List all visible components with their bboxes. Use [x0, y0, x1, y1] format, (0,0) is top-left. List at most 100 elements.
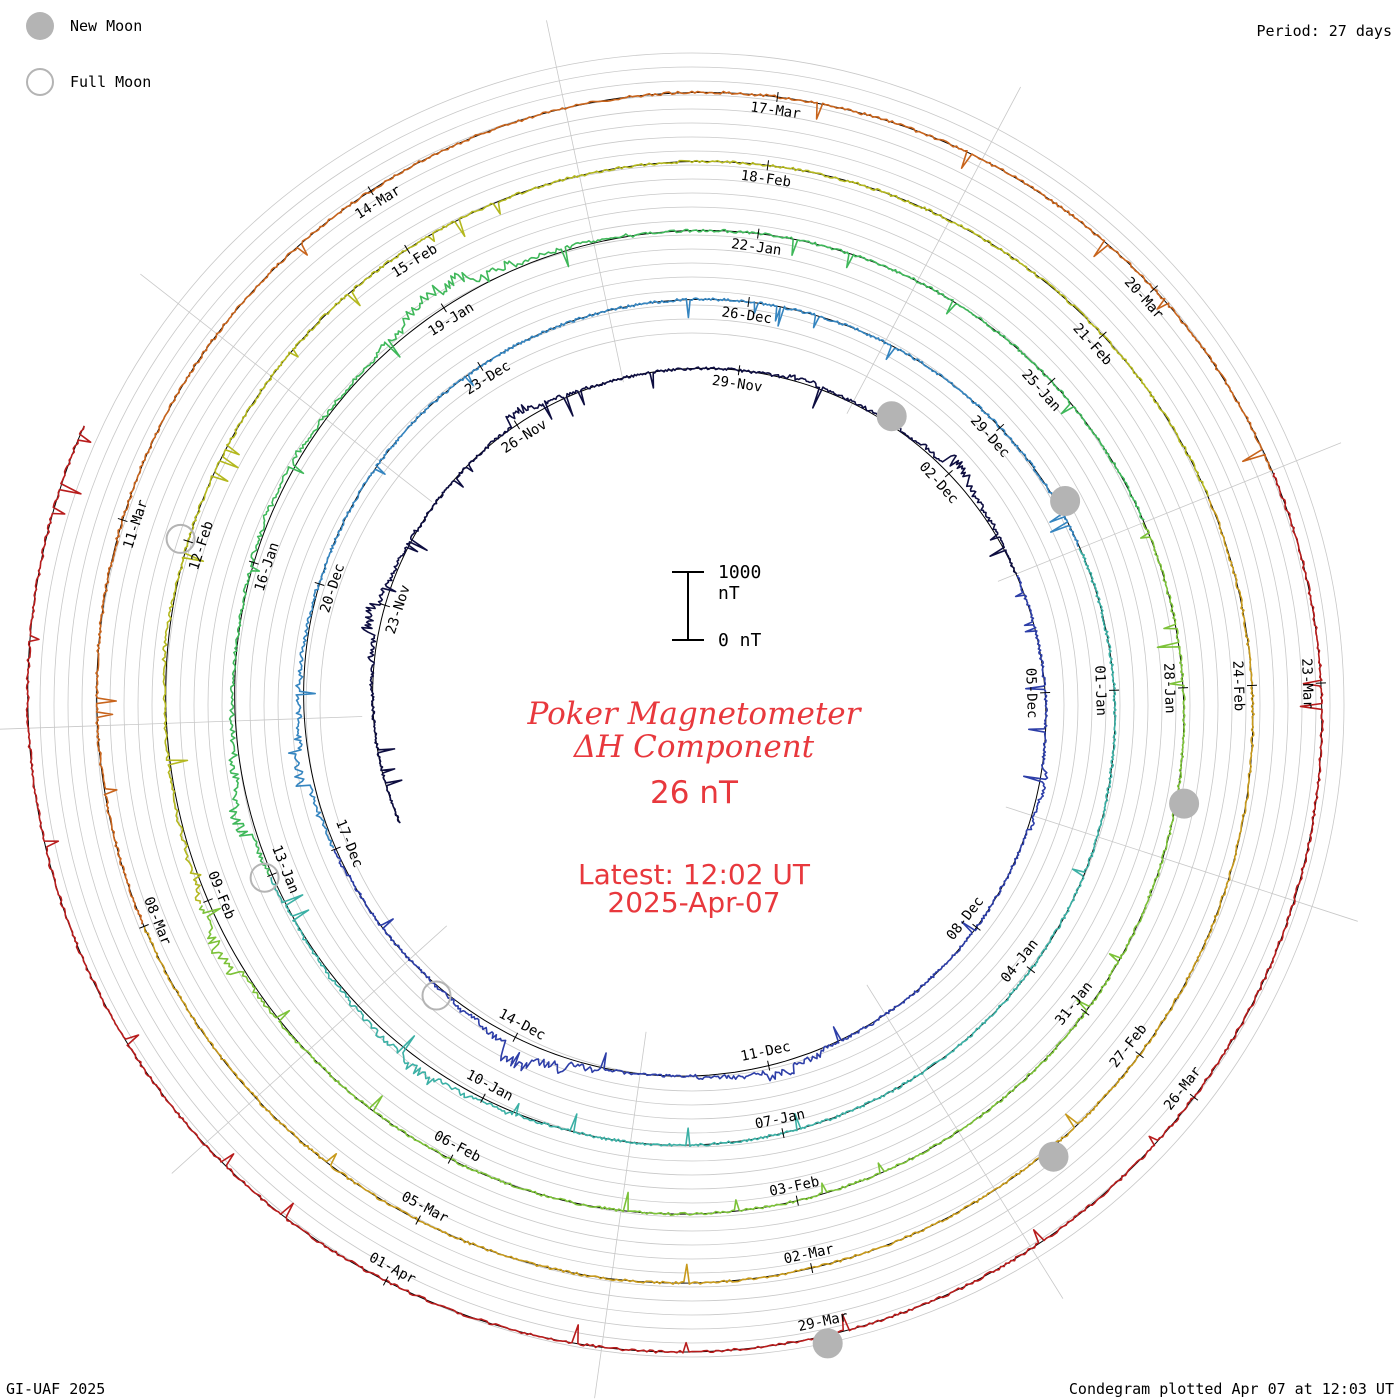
day-spoke [846, 86, 1021, 414]
current-value: 26 nT [650, 775, 738, 811]
scale-bar-icon [672, 571, 704, 641]
latest-date: 2025-Apr-07 [607, 886, 781, 919]
date-label: 05-Mar [399, 1189, 451, 1227]
trace-segment [361, 366, 1018, 824]
date-label: 15-Feb [389, 241, 440, 281]
date-label: 17-Mar [749, 99, 801, 122]
date-tick [1189, 1093, 1199, 1101]
date-label: 21-Feb [1069, 320, 1115, 368]
date-label: 27-Feb [1107, 1021, 1151, 1071]
date-tick [1149, 285, 1159, 293]
period-label: Period: 27 days [1256, 22, 1392, 40]
date-label: 29-Nov [711, 373, 763, 396]
date-tick [331, 846, 341, 852]
grid-ring [179, 192, 1205, 1218]
date-label: 10-Jan [463, 1067, 515, 1105]
grid-ring [305, 318, 1079, 1092]
date-label: 26-Mar [1161, 1064, 1205, 1114]
day-spoke [866, 984, 1064, 1299]
date-tick [795, 1195, 799, 1206]
date-tick [380, 603, 391, 608]
day-spoke [546, 20, 624, 383]
date-tick [415, 1215, 421, 1225]
grid-ring [221, 234, 1163, 1176]
date-label: 28-Jan [1160, 663, 1178, 714]
date-tick [117, 517, 128, 523]
date-tick [480, 1093, 486, 1103]
day-spoke [140, 273, 433, 503]
grid-ring [137, 150, 1247, 1260]
date-label: 24-Feb [1229, 660, 1247, 711]
date-tick [810, 1263, 814, 1274]
grid-ring [193, 206, 1191, 1204]
date-label: 26-Dec [721, 304, 773, 327]
new-moon-marker [1038, 1141, 1069, 1172]
date-label: 26-Nov [499, 417, 550, 457]
date-label: 19-Jan [426, 300, 477, 340]
grid-ring [81, 94, 1303, 1316]
date-tick [1047, 377, 1056, 386]
date-tick [776, 91, 779, 102]
date-tick [477, 361, 484, 371]
new-moon-marker [1169, 788, 1200, 819]
trace-segment [287, 297, 1080, 849]
date-label: 18-Feb [740, 168, 792, 191]
moon-markers [165, 401, 1200, 1359]
date-tick [513, 420, 521, 430]
legend-new-moon: New Moon [26, 12, 142, 40]
date-tick [972, 923, 981, 931]
grid-ring [151, 164, 1233, 1246]
legend-new-moon-label: New Moon [70, 17, 143, 35]
new-moon-marker [812, 1328, 843, 1359]
date-label: 01-Apr [366, 1250, 418, 1288]
date-label: 05-Dec [1022, 668, 1040, 719]
grid-ring [291, 304, 1093, 1106]
date-label: 23-Nov [383, 583, 414, 636]
date-tick [440, 303, 447, 313]
plotted-timestamp: Condegram plotted Apr 07 at 12:03 UT [1068, 1380, 1394, 1398]
trace-segment [270, 548, 1117, 1147]
new-moon-icon [26, 12, 54, 40]
chart-subtitle: ΔH Component [573, 729, 815, 765]
full-moon-marker [421, 980, 452, 1011]
scale-bottom-label: 0 nT [718, 630, 762, 651]
date-tick [766, 160, 770, 171]
trace-segment [25, 425, 1324, 1354]
date-tick [248, 560, 259, 565]
date-label: 23-Mar [1298, 658, 1316, 709]
new-moon-marker [876, 401, 907, 432]
date-tick [1026, 966, 1036, 974]
date-tick [267, 872, 277, 878]
grid-ring [249, 262, 1135, 1148]
grid-ring [235, 248, 1149, 1162]
date-tick [139, 924, 149, 929]
day-spoke [997, 442, 1342, 582]
trace-segment [333, 574, 1049, 1082]
credit-label: GI-UAF 2025 [6, 1380, 106, 1398]
grid-ring [53, 66, 1331, 1344]
trace-segment [95, 90, 1273, 925]
scale-top-label: 1000 nT [718, 562, 762, 604]
grid-ring [207, 220, 1177, 1190]
day-spokes [0, 20, 1358, 1399]
grid-ring [123, 136, 1261, 1274]
trace-segment [198, 522, 1186, 1216]
date-tick [757, 228, 760, 239]
date-tick [944, 469, 953, 478]
date-label: 14-Mar [352, 183, 403, 223]
grid-ring [277, 290, 1107, 1120]
date-tick [781, 1128, 785, 1139]
date-tick [404, 244, 411, 254]
chart-title: Poker Magnetometer [527, 696, 861, 732]
date-label: 11-Mar [120, 498, 151, 551]
day-spoke [171, 925, 448, 1174]
date-label: 29-Dec [967, 413, 1013, 461]
grid-ring [39, 52, 1345, 1358]
trace-segment [161, 159, 1209, 904]
legend-full-moon-label: Full Moon [70, 73, 152, 91]
date-label: 25-Jan [1018, 367, 1064, 415]
day-spoke [1005, 806, 1358, 922]
date-tick [996, 423, 1005, 432]
day-spoke [0, 716, 363, 730]
grid-ring [319, 332, 1065, 1078]
